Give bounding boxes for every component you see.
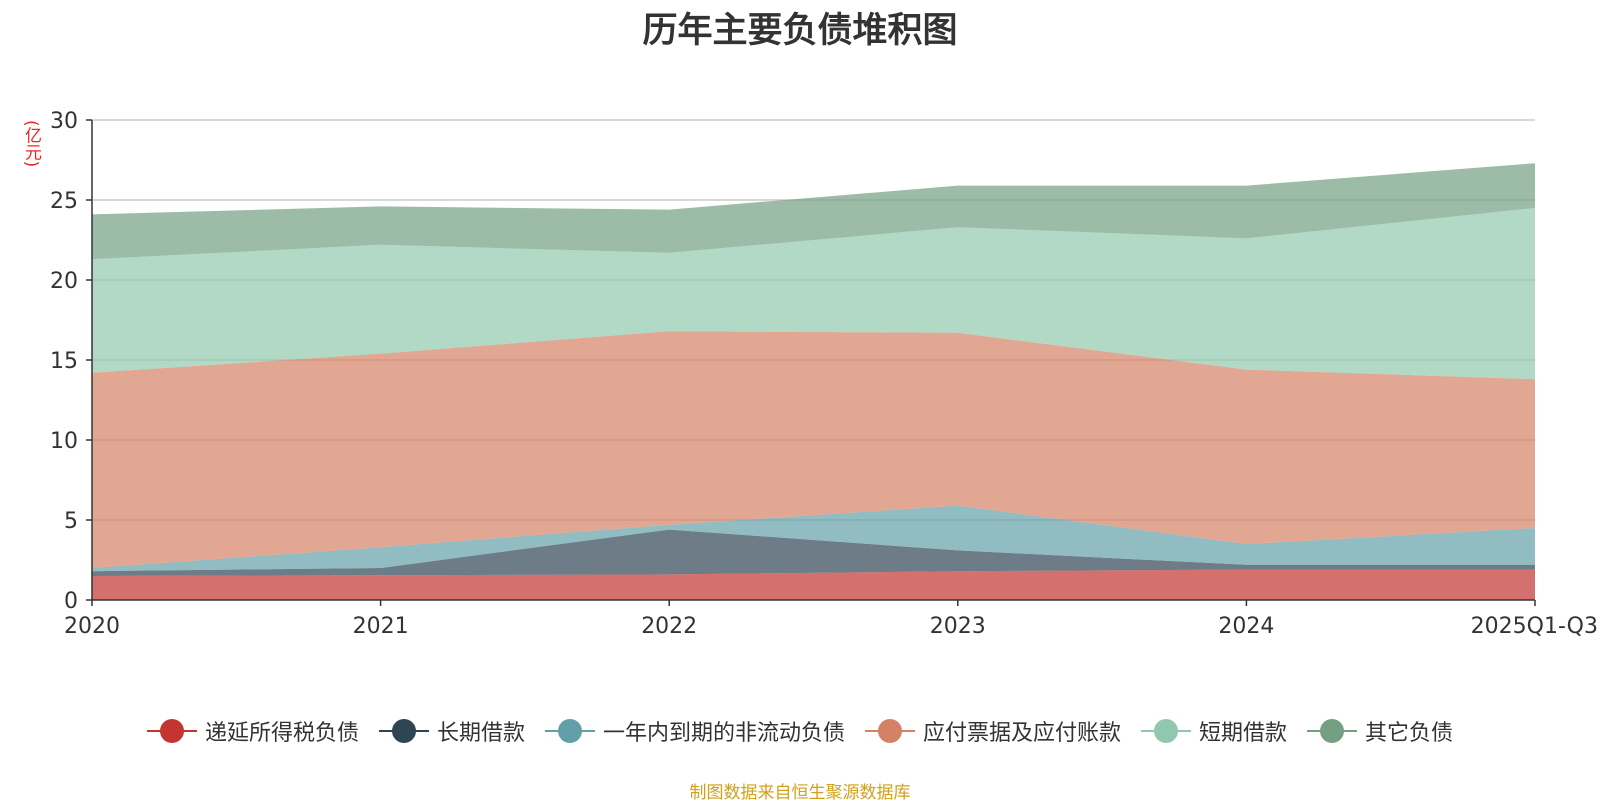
legend-item[interactable]: 短期借款 — [1141, 715, 1287, 747]
y-axis-unit-label: (亿元) — [21, 120, 41, 168]
x-tick-label: 2021 — [353, 614, 409, 639]
legend-marker-icon — [865, 719, 915, 743]
legend-marker-icon — [146, 719, 197, 743]
legend-marker-icon — [1141, 719, 1192, 743]
legend-label: 一年内到期的非流动负债 — [602, 721, 845, 746]
y-tick-label: 5 — [64, 509, 78, 534]
legend-label: 其它负债 — [1365, 721, 1454, 746]
x-tick-label: 2025Q1-Q3 — [1471, 614, 1598, 639]
area-series-1 — [92, 569, 1535, 600]
legend-marker-icon — [1307, 719, 1358, 743]
y-tick-label: 30 — [50, 109, 78, 134]
x-tick-label: 2020 — [64, 614, 120, 639]
legend-item[interactable]: 一年内到期的非流动负债 — [544, 715, 845, 747]
chart-title: 历年主要负债堆积图 — [642, 11, 958, 51]
x-tick-label: 2023 — [930, 614, 986, 639]
area-series-4 — [92, 331, 1535, 568]
area-series-5 — [92, 208, 1535, 380]
y-tick-label: 10 — [50, 429, 78, 454]
legend-item[interactable]: 其它负债 — [1307, 715, 1453, 747]
stacked-area-chart: 0 5 10 15 20 25 30 2020 2021 2022 2023 2024 2025Q1-Q… — [50, 109, 1598, 639]
legend: 递延所得税负债 长期借款 一年内到期的非流动负债 应付票据及应付账款 短期借款 其它负债 — [0, 715, 1600, 747]
legend-label: 短期借款 — [1199, 721, 1288, 746]
legend-label: 递延所得税负债 — [204, 721, 359, 746]
y-tick-label: 20 — [50, 269, 78, 294]
y-tick-label: 25 — [50, 189, 78, 214]
legend-item[interactable]: 递延所得税负债 — [146, 715, 359, 747]
x-tick-label: 2022 — [641, 614, 697, 639]
legend-marker-icon — [544, 719, 595, 743]
x-tick-label: 2024 — [1218, 614, 1274, 639]
y-tick-label: 0 — [64, 589, 78, 614]
source-note: 制图数据来自恒生聚源数据库 — [689, 783, 911, 803]
y-tick-label: 15 — [50, 349, 78, 374]
legend-marker-icon — [378, 719, 429, 743]
area-series-6 — [92, 163, 1535, 260]
area-series-2 — [92, 529, 1535, 576]
legend-item[interactable]: 长期借款 — [378, 715, 525, 747]
legend-item[interactable]: 应付票据及应付账款 — [865, 715, 1121, 747]
legend-label: 长期借款 — [436, 721, 525, 746]
area-series-3 — [92, 505, 1535, 572]
legend-label: 应付票据及应付账款 — [923, 721, 1122, 746]
area-series — [92, 163, 1535, 600]
axes: 0 5 10 15 20 25 30 2020 2021 2022 2023 2024 2025Q1-Q… — [50, 109, 1598, 639]
